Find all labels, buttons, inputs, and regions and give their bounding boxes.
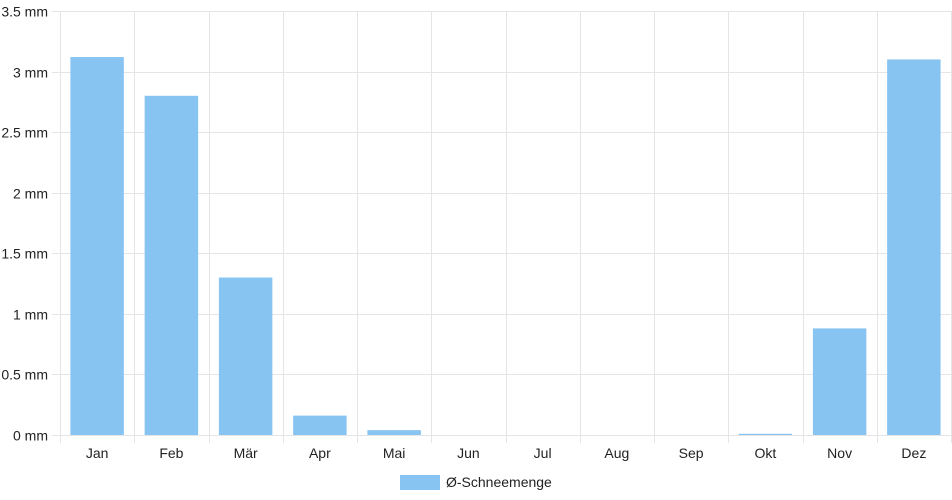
y-tick-label: 1.5 mm: [1, 246, 48, 262]
bar[interactable]: [70, 57, 124, 435]
x-tick-label: Jul: [534, 445, 552, 461]
x-tick-label: Okt: [754, 445, 776, 461]
bar[interactable]: [144, 95, 199, 436]
x-tick-label: Jun: [457, 445, 480, 461]
legend-swatch: [400, 475, 440, 490]
bar[interactable]: [887, 59, 941, 435]
x-tick-label: Feb: [159, 445, 183, 461]
x-axis: Jan Feb Mär Apr Mai Jun Jul Aug Sep Okt Nov Dez: [86, 445, 926, 461]
y-tick-label: 0.5 mm: [1, 367, 48, 383]
x-tick-label: Mär: [234, 445, 258, 461]
x-tick-label: Jan: [86, 445, 109, 461]
legend-label: Ø-Schneemenge: [446, 474, 552, 490]
y-tick-label: 2 mm: [13, 186, 48, 202]
y-tick-label: 2.5 mm: [1, 125, 48, 141]
x-tick-label: Dez: [901, 445, 926, 461]
x-tick-label: Sep: [679, 445, 704, 461]
x-tick-label: Apr: [309, 445, 331, 461]
bar[interactable]: [367, 430, 421, 435]
y-axis: 0 mm 0.5 mm 1 mm 1.5 mm 2 mm 2.5 mm 3 mm 3.5 mm: [1, 4, 48, 444]
y-tick-label: 3.5 mm: [1, 4, 48, 20]
x-tick-label: Mai: [383, 445, 406, 461]
bars: [70, 57, 941, 436]
grid: [52, 11, 952, 443]
bar[interactable]: [812, 328, 867, 435]
y-tick-label: 0 mm: [13, 428, 48, 444]
bar[interactable]: [738, 433, 793, 435]
legend[interactable]: Ø-Schneemenge: [400, 474, 552, 490]
x-tick-label: Aug: [604, 445, 629, 461]
bar[interactable]: [293, 415, 347, 435]
bar[interactable]: [218, 277, 273, 435]
x-tick-label: Nov: [827, 445, 852, 461]
y-tick-label: 1 mm: [13, 307, 48, 323]
y-tick-label: 3 mm: [13, 65, 48, 81]
